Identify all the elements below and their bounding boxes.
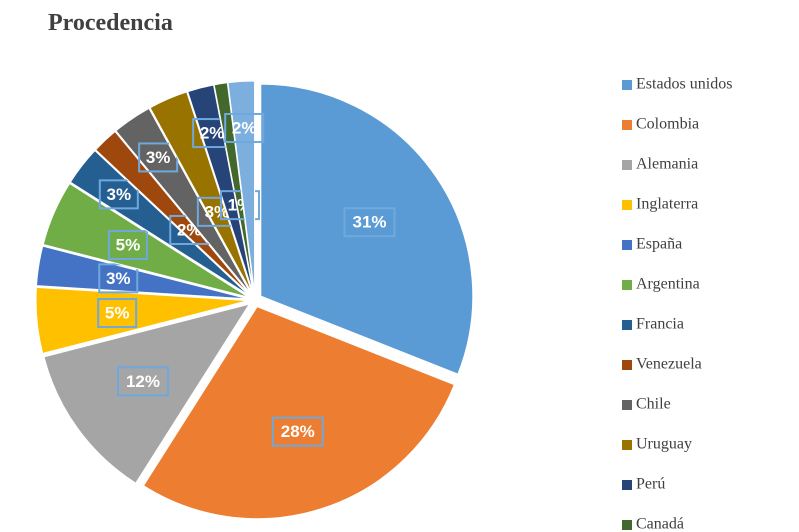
legend-swatch xyxy=(622,160,632,170)
chart-title: Procedencia xyxy=(48,10,173,36)
label-box xyxy=(107,230,148,261)
pie-slice xyxy=(35,286,249,354)
data-label: 31% xyxy=(352,213,386,232)
legend-label: Uruguay xyxy=(636,436,692,453)
label-box xyxy=(116,366,169,397)
legend-label: España xyxy=(636,236,682,253)
legend-label: Inglaterra xyxy=(636,196,698,213)
legend-swatch xyxy=(622,80,632,90)
legend-label: Chile xyxy=(636,396,671,413)
pie-slice xyxy=(187,84,254,294)
legend-swatch xyxy=(622,320,632,330)
legend-swatch xyxy=(622,240,632,250)
pie-slice xyxy=(42,182,249,298)
label-box xyxy=(224,112,265,143)
data-label: 2% xyxy=(200,124,225,143)
legend-label: Francia xyxy=(636,316,684,333)
pie-slice xyxy=(260,83,474,375)
label-box xyxy=(97,298,138,329)
legend-label: Venezuela xyxy=(636,356,702,373)
data-label: 3% xyxy=(107,185,132,204)
pie-slice xyxy=(142,306,455,520)
legend-swatch xyxy=(622,520,632,530)
label-box xyxy=(271,416,324,447)
legend-swatch xyxy=(622,400,632,410)
legend-label: Perú xyxy=(636,476,665,493)
legend-label: Canadá xyxy=(636,516,684,532)
pie-slice xyxy=(43,303,251,484)
legend-swatch xyxy=(622,120,632,130)
label-box xyxy=(98,179,139,210)
pie-slice xyxy=(213,82,255,294)
pie-slice xyxy=(94,130,251,296)
pie-slice xyxy=(35,245,249,300)
legend-swatch xyxy=(622,280,632,290)
legend-label: Argentina xyxy=(636,276,700,293)
data-label: 12% xyxy=(126,372,160,391)
pie-slice xyxy=(115,107,252,295)
pie-slice xyxy=(69,149,250,297)
label-box xyxy=(98,263,139,294)
legend-swatch xyxy=(622,200,632,210)
legend-swatch xyxy=(622,480,632,490)
label-box xyxy=(343,207,396,238)
legend-label: Estados unidos xyxy=(636,76,732,93)
legend-swatch xyxy=(622,360,632,370)
data-label: 2% xyxy=(232,118,257,137)
pie-slice xyxy=(227,80,256,294)
data-label: 28% xyxy=(281,422,315,441)
data-label: 3% xyxy=(146,148,171,167)
pie-slice xyxy=(149,91,253,294)
legend-label: Alemania xyxy=(636,156,698,173)
data-label: 3% xyxy=(205,202,230,221)
data-label: 5% xyxy=(105,304,130,323)
label-box xyxy=(219,190,260,221)
data-label: 3% xyxy=(106,269,131,288)
legend-label: Colombia xyxy=(636,116,699,133)
data-label: 5% xyxy=(116,236,141,255)
legend-swatch xyxy=(622,440,632,450)
